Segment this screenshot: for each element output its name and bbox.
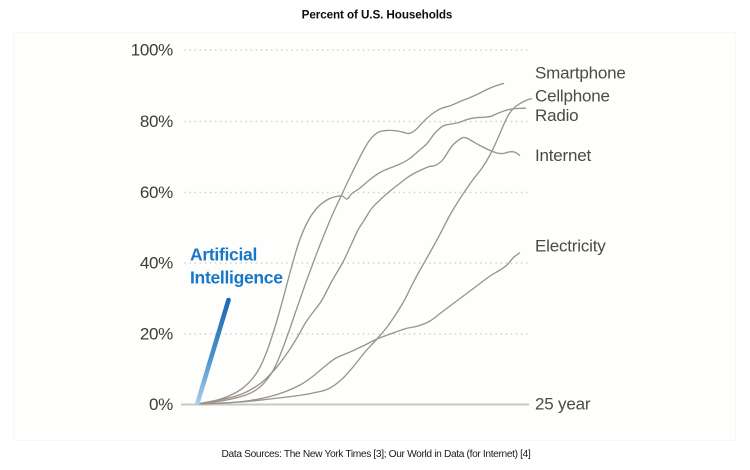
svg-text:Cellphone: Cellphone <box>535 87 610 106</box>
svg-text:20%: 20% <box>140 325 173 344</box>
svg-text:80%: 80% <box>140 112 173 131</box>
svg-text:Data Sources: The New York Tim: Data Sources: The New York Times [3]; Ou… <box>222 449 531 460</box>
svg-text:0%: 0% <box>149 395 173 414</box>
svg-text:100%: 100% <box>131 41 173 60</box>
svg-text:Artificial: Artificial <box>190 245 257 265</box>
svg-text:Percent of U.S. Households: Percent of U.S. Households <box>302 9 453 22</box>
svg-text:25 year: 25 year <box>535 395 591 414</box>
svg-text:60%: 60% <box>140 183 173 202</box>
svg-text:Intelligence: Intelligence <box>190 268 283 288</box>
svg-text:40%: 40% <box>140 254 173 273</box>
svg-text:Radio: Radio <box>535 106 578 125</box>
svg-text:Internet: Internet <box>535 146 592 165</box>
svg-text:Smartphone: Smartphone <box>535 64 626 83</box>
svg-text:Electricity: Electricity <box>535 237 606 256</box>
